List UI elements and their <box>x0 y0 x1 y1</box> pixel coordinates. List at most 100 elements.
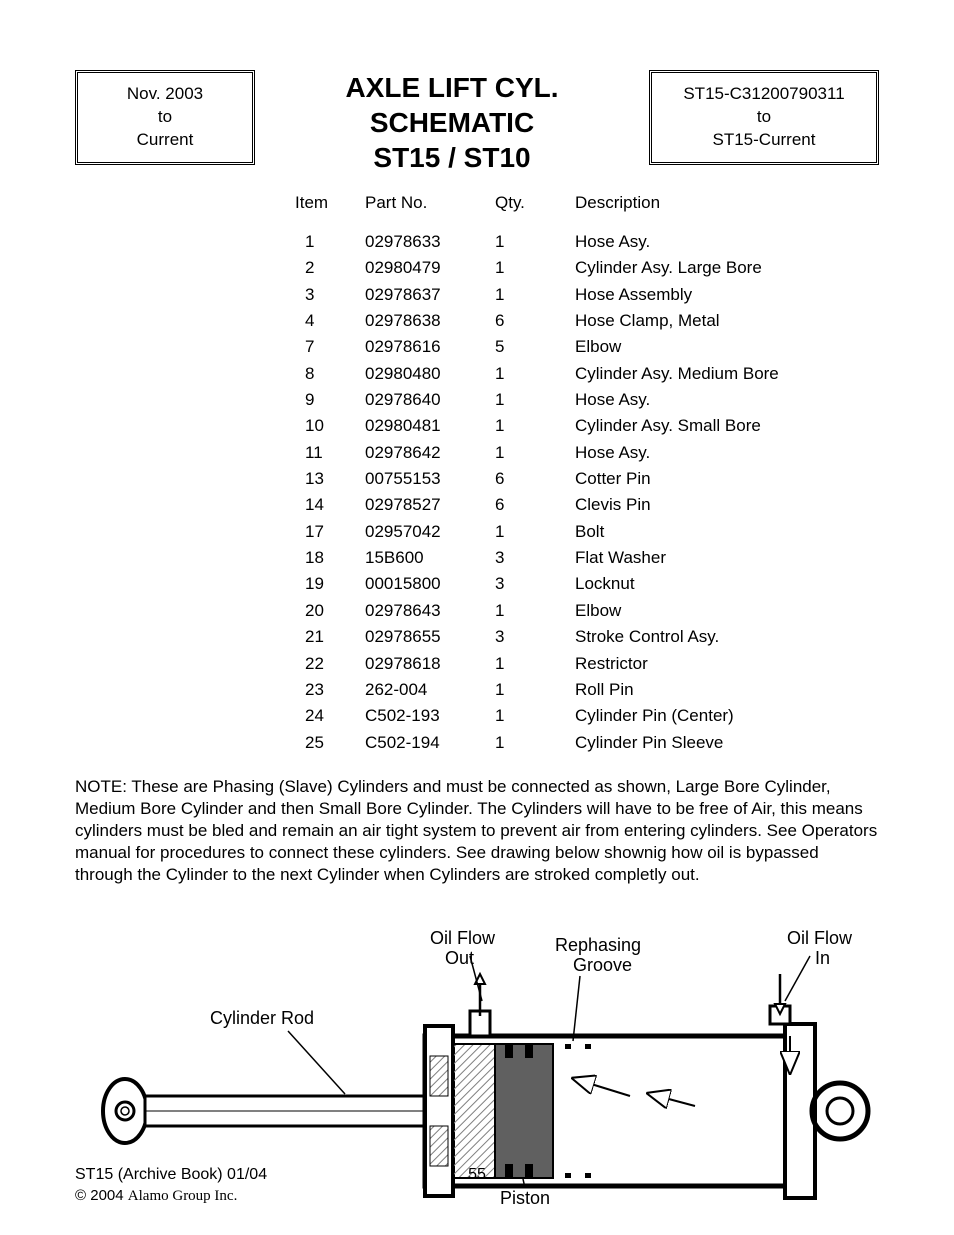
cell-partno: 262-004 <box>365 677 495 703</box>
note-paragraph: NOTE: These are Phasing (Slave) Cylinder… <box>75 776 879 886</box>
clevis-end <box>103 1079 147 1143</box>
table-row: 4029786386Hose Clamp, Metal <box>295 308 879 334</box>
cell-desc: Cylinder Pin Sleeve <box>575 730 879 756</box>
cell-item: 3 <box>295 282 365 308</box>
table-row: 7029786165Elbow <box>295 334 879 360</box>
cell-partno: 15B600 <box>365 545 495 571</box>
copyright-symbol: © <box>75 1187 86 1204</box>
cell-desc: Stroke Control Asy. <box>575 624 879 650</box>
cell-partno: 02978616 <box>365 334 495 360</box>
label-oil-flow-out-1: Oil Flow <box>430 928 496 948</box>
cell-item: 13 <box>295 466 365 492</box>
cell-item: 17 <box>295 519 365 545</box>
cell-qty: 6 <box>495 308 575 334</box>
table-row: 25C502-1941Cylinder Pin Sleeve <box>295 730 879 756</box>
copyright-year: 2004 <box>90 1187 123 1204</box>
date-line2: to <box>102 106 228 129</box>
parts-table: Item Part No. Qty. Description 102978633… <box>295 193 879 756</box>
cell-item: 9 <box>295 387 365 413</box>
cell-desc: Cylinder Asy. Large Bore <box>575 255 879 281</box>
archive-label: ST15 (Archive Book) 01/04 <box>75 1166 267 1184</box>
cell-partno: 02978527 <box>365 492 495 518</box>
table-row: 24C502-1931Cylinder Pin (Center) <box>295 703 879 729</box>
cell-partno: 02978643 <box>365 598 495 624</box>
cell-item: 4 <box>295 308 365 334</box>
table-row: 21029786553Stroke Control Asy. <box>295 624 879 650</box>
cell-desc: Cylinder Asy. Small Bore <box>575 413 879 439</box>
table-row: 20029786431Elbow <box>295 598 879 624</box>
cell-qty: 1 <box>495 651 575 677</box>
col-header-desc: Description <box>575 193 879 213</box>
cell-desc: Hose Asy. <box>575 387 879 413</box>
cell-qty: 1 <box>495 440 575 466</box>
cell-desc: Hose Asy. <box>575 440 879 466</box>
cell-qty: 3 <box>495 624 575 650</box>
cell-desc: Restrictor <box>575 651 879 677</box>
cell-desc: Hose Clamp, Metal <box>575 308 879 334</box>
label-oil-flow-in-2: In <box>815 948 830 968</box>
serial-line3: ST15-Current <box>676 129 852 152</box>
cell-partno: 02980480 <box>365 361 495 387</box>
cell-partno: C502-194 <box>365 730 495 756</box>
table-row: 8029804801Cylinder Asy. Medium Bore <box>295 361 879 387</box>
label-cylinder-rod: Cylinder Rod <box>210 1008 314 1028</box>
col-header-item: Item <box>295 193 365 213</box>
table-header-row: Item Part No. Qty. Description <box>295 193 879 213</box>
cell-desc: Locknut <box>575 571 879 597</box>
footer: ST15 (Archive Book) 01/04 © 2004 Alamo G… <box>75 1166 879 1205</box>
cell-item: 19 <box>295 571 365 597</box>
serial-range-box: ST15-C31200790311 to ST15-Current <box>649 70 879 165</box>
title-line2: SCHEMATIC <box>265 105 639 140</box>
cell-item: 11 <box>295 440 365 466</box>
cell-item: 14 <box>295 492 365 518</box>
table-row: 2029804791Cylinder Asy. Large Bore <box>295 255 879 281</box>
cell-qty: 1 <box>495 413 575 439</box>
label-oil-flow-out-2: Out <box>445 948 474 968</box>
table-row: 19000158003Locknut <box>295 571 879 597</box>
cell-partno: 02978638 <box>365 308 495 334</box>
cell-qty: 3 <box>495 571 575 597</box>
cell-desc: Bolt <box>575 519 879 545</box>
cell-partno: 02978618 <box>365 651 495 677</box>
cell-item: 10 <box>295 413 365 439</box>
label-rephasing-1: Rephasing <box>555 935 641 955</box>
title-line1: AXLE LIFT CYL. <box>265 70 639 105</box>
cell-item: 20 <box>295 598 365 624</box>
cell-item: 22 <box>295 651 365 677</box>
col-header-partno: Part No. <box>365 193 495 213</box>
cell-partno: 00015800 <box>365 571 495 597</box>
table-body: 1029786331Hose Asy.2029804791Cylinder As… <box>295 229 879 756</box>
cell-qty: 1 <box>495 361 575 387</box>
cell-partno: 00755153 <box>365 466 495 492</box>
cell-partno: 02978633 <box>365 229 495 255</box>
cell-partno: 02980481 <box>365 413 495 439</box>
cell-desc: Elbow <box>575 334 879 360</box>
cell-desc: Hose Assembly <box>575 282 879 308</box>
cell-item: 24 <box>295 703 365 729</box>
page-title: AXLE LIFT CYL. SCHEMATIC ST15 / ST10 <box>255 70 649 175</box>
cell-partno: 02978655 <box>365 624 495 650</box>
cell-qty: 1 <box>495 730 575 756</box>
copyright: © 2004 Alamo Group Inc. <box>75 1187 267 1205</box>
cell-partno: 02978640 <box>365 387 495 413</box>
cell-qty: 6 <box>495 466 575 492</box>
table-row: 23262-0041Roll Pin <box>295 677 879 703</box>
cell-qty: 3 <box>495 545 575 571</box>
page-number: 55 <box>468 1166 486 1184</box>
cell-item: 25 <box>295 730 365 756</box>
company-name: Alamo Group Inc. <box>128 1188 238 1204</box>
cell-qty: 1 <box>495 229 575 255</box>
serial-line2: to <box>676 106 852 129</box>
cell-desc: Clevis Pin <box>575 492 879 518</box>
cell-qty: 1 <box>495 519 575 545</box>
footer-left: ST15 (Archive Book) 01/04 © 2004 Alamo G… <box>75 1166 267 1205</box>
cell-desc: Cylinder Pin (Center) <box>575 703 879 729</box>
cell-qty: 1 <box>495 677 575 703</box>
table-row: 1029786331Hose Asy. <box>295 229 879 255</box>
cell-qty: 5 <box>495 334 575 360</box>
cell-desc: Roll Pin <box>575 677 879 703</box>
cell-partno: 02980479 <box>365 255 495 281</box>
table-row: 14029785276Clevis Pin <box>295 492 879 518</box>
cell-desc: Flat Washer <box>575 545 879 571</box>
cell-desc: Cylinder Asy. Medium Bore <box>575 361 879 387</box>
